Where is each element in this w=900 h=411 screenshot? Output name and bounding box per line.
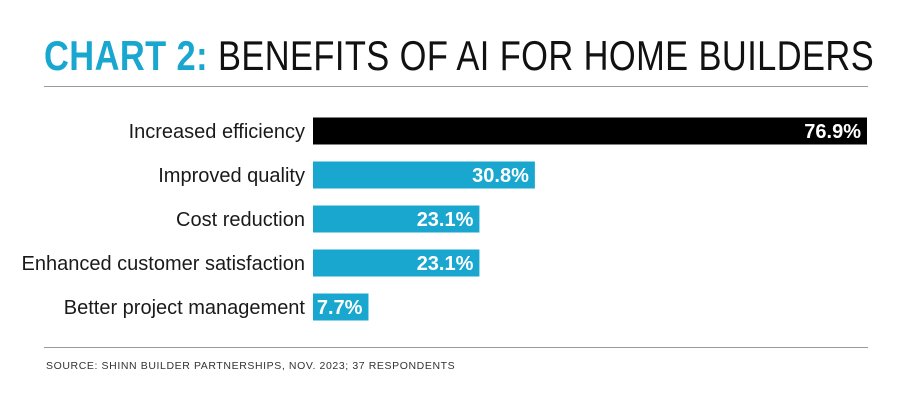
bar [313,161,535,189]
value-label: 76.9% [804,121,861,143]
value-label: 30.8% [472,165,529,187]
category-label: Cost reduction [176,209,305,231]
value-label: 23.1% [417,209,474,231]
bar [313,249,480,277]
chart-title: CHART 2: BENEFITS OF AI FOR HOME BUILDER… [44,32,874,80]
top-divider [44,86,868,87]
chart-title-main: BENEFITS OF AI FOR HOME BUILDERS [217,32,875,79]
category-label: Enhanced customer satisfaction [22,253,306,275]
bar [313,205,480,233]
category-label: Increased efficiency [129,121,305,143]
source-note: SOURCE: SHINN BUILDER PARTNERSHIPS, NOV.… [46,360,456,372]
chart-title-prefix: CHART 2: [44,32,208,79]
value-label: 23.1% [417,253,474,275]
value-label: 7.7% [317,297,363,319]
category-label: Improved quality [158,165,305,187]
bar [313,117,867,145]
category-label: Better project management [64,297,306,319]
bar [313,293,369,321]
bottom-divider [44,347,868,348]
bar-chart: Increased efficiency 76.9% Improved qualit… [22,117,867,321]
